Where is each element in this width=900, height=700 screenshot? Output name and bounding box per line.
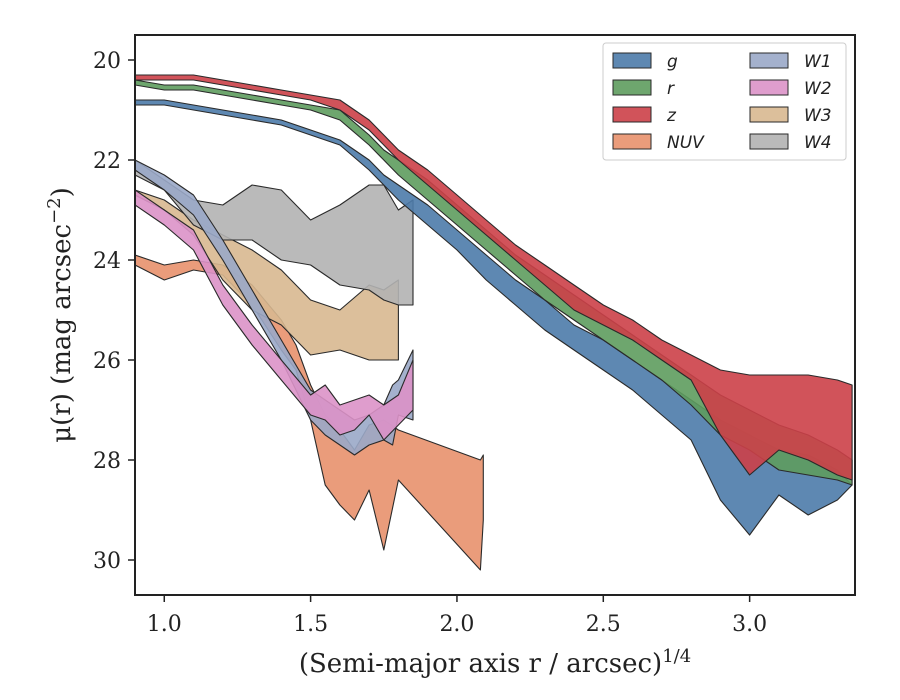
band-z [135, 74, 853, 481]
legend-label-r: r [667, 79, 675, 99]
band-r [135, 79, 853, 486]
legend-swatch-w4 [749, 133, 789, 150]
legend-label-w4: W4 [804, 133, 832, 153]
legend-label-w2: W2 [804, 79, 832, 99]
legend-swatch-w2 [749, 79, 789, 96]
y-axis-label: μ(r) (mag arcsec−2) [44, 187, 77, 443]
legend-label-nuv: NUV [667, 133, 705, 153]
legend-label-w1: W1 [804, 52, 832, 72]
y-tick-label: 28 [93, 449, 121, 474]
legend-swatch-g [612, 52, 652, 69]
legend-swatch-nuv [612, 133, 652, 150]
x-axis-label: (Semi-major axis r / arcsec)1/4 [299, 646, 691, 679]
y-tick-label: 26 [93, 349, 121, 374]
series-bands [135, 74, 853, 571]
legend-label-w3: W3 [804, 106, 832, 126]
y-tick-label: 20 [93, 49, 121, 74]
legend: grz NUV W1 W2 W3 W4 [602, 42, 847, 161]
x-tick-label: 3.0 [732, 612, 767, 637]
x-axis: 1.0 1.5 2.0 2.5 3.0 [147, 595, 767, 637]
band-w3 [135, 189, 399, 361]
legend-box [602, 42, 847, 161]
legend-label-g: g [667, 52, 678, 72]
plot-frame [134, 34, 856, 596]
x-tick-label: 2.5 [586, 612, 621, 637]
y-tick-label: 24 [93, 249, 121, 274]
x-tick-label: 1.5 [293, 612, 328, 637]
band-g [135, 99, 853, 536]
y-tick-label: 22 [93, 149, 121, 174]
legend-swatch-z [612, 106, 652, 123]
legend-swatch-r [612, 79, 652, 96]
legend-label-z: z [666, 106, 677, 126]
legend-swatch-w1 [749, 52, 789, 69]
band-w2 [135, 189, 414, 441]
y-axis: 20 22 24 26 28 30 [93, 49, 135, 574]
legend-swatch-w3 [749, 106, 789, 123]
x-tick-label: 2.0 [439, 612, 474, 637]
x-tick-label: 1.0 [147, 612, 182, 637]
y-tick-label: 30 [93, 549, 121, 574]
